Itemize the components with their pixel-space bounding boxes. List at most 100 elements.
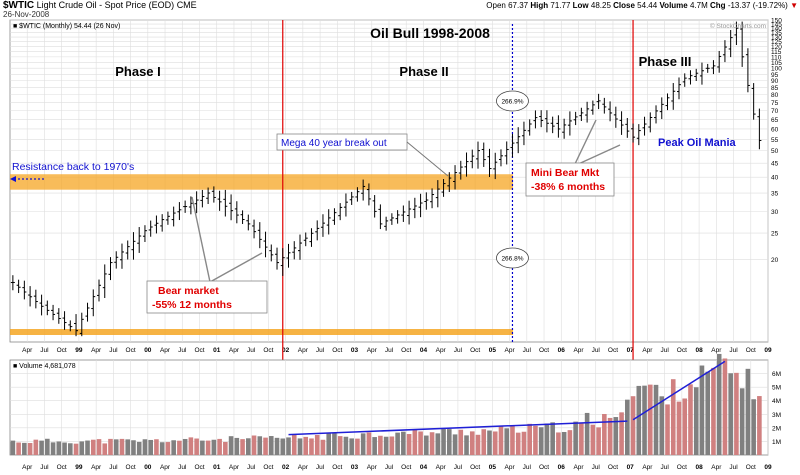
x-tick-label: Oct — [746, 347, 756, 354]
mini-bear-line1: Mini Bear Mkt — [531, 167, 600, 179]
volume-label: Volume — [659, 1, 688, 10]
x-tick-label: Apr — [642, 347, 653, 354]
x-tick-label: Jul — [316, 347, 325, 354]
volume-bar — [590, 424, 596, 455]
volume-bar — [395, 432, 400, 455]
pct-top-label: 266.9% — [501, 99, 523, 106]
volume-bar — [515, 432, 521, 455]
volume-bar — [320, 439, 326, 455]
price-tick-label: 120 — [771, 44, 782, 51]
x-tick-label: 05 — [489, 347, 497, 354]
volume-x-tick-label: 02 — [282, 464, 290, 471]
volume-x-tick-label: Apr — [573, 464, 584, 471]
volume-x-tick-label: Oct — [57, 464, 67, 471]
volume-bar — [33, 439, 39, 455]
mega-break-label: Mega 40 year break out — [281, 138, 387, 149]
volume-bar — [441, 429, 446, 455]
volume-tick-label: 4M — [772, 398, 781, 405]
volume-bar — [246, 438, 251, 455]
volume-bar — [349, 438, 354, 455]
pct-bottom-label: 266.8% — [501, 256, 523, 263]
volume-bar — [205, 440, 211, 455]
price-tick-label: 60 — [771, 126, 779, 133]
volume-bar — [722, 358, 728, 455]
volume-bar — [510, 425, 515, 455]
volume-bar — [314, 435, 320, 455]
volume-x-tick-label: Oct — [608, 464, 618, 471]
volume-bar — [73, 443, 79, 455]
x-tick-label: Apr — [505, 347, 516, 354]
x-tick-label: Jul — [454, 347, 463, 354]
mini-bear-line2: -38% 6 months — [531, 181, 605, 193]
chart-header-ticker: $WTIC Light Crude Oil - Spot Price (EOD)… — [3, 0, 197, 11]
volume-bar — [412, 429, 418, 455]
volume-x-tick-label: Jul — [660, 464, 669, 471]
volume-bar — [90, 439, 96, 455]
price-tick-label: 115 — [771, 49, 782, 56]
x-tick-label: 04 — [420, 347, 428, 354]
volume-bar — [389, 436, 395, 455]
x-tick-label: Apr — [436, 347, 447, 354]
volume-x-tick-label: Oct — [677, 464, 687, 471]
volume-bar — [676, 401, 682, 455]
high-value: 71.77 — [550, 1, 571, 10]
volume-bar — [16, 442, 21, 455]
x-tick-label: Apr — [22, 347, 33, 354]
volume-bar — [406, 434, 412, 455]
volume-bar — [613, 417, 619, 455]
x-tick-label: Oct — [194, 347, 204, 354]
price-tick-label: 110 — [771, 54, 782, 61]
volume-bar — [573, 421, 578, 455]
chg-down-icon: ▼ — [790, 1, 798, 10]
support-band — [10, 329, 514, 335]
high-label: High — [530, 1, 549, 10]
price-tick-label: 25 — [771, 231, 779, 238]
x-tick-label: 08 — [695, 347, 703, 354]
volume-x-tick-label: 01 — [213, 464, 221, 471]
close-label: Close — [613, 1, 635, 10]
price-panel: 2025303540455055606570758085909510010511… — [9, 18, 782, 455]
x-tick-label: Oct — [126, 347, 136, 354]
volume-x-tick-label: 03 — [351, 464, 359, 471]
volume-bar — [280, 438, 286, 455]
price-tick-label: 100 — [771, 66, 782, 73]
volume-bar — [228, 436, 234, 455]
volume-bar — [711, 367, 716, 455]
ticker-name: Light Crude Oil - Spot Price (EOD) — [36, 0, 175, 10]
volume-bar — [309, 438, 314, 455]
ticker-exchange: CME — [176, 0, 197, 10]
low-label: Low — [572, 1, 589, 10]
volume-bar — [452, 434, 458, 455]
volume-bar — [79, 441, 85, 455]
volume-bar — [297, 438, 303, 455]
x-tick-label: Oct — [263, 347, 273, 354]
x-tick-label: Apr — [160, 347, 171, 354]
volume-bar — [177, 440, 182, 455]
x-tick-label: 02 — [282, 347, 290, 354]
volume-bar — [148, 439, 153, 455]
volume-x-tick-label: Jul — [454, 464, 463, 471]
volume-x-tick-label: Oct — [470, 464, 480, 471]
volume-bar — [182, 438, 188, 455]
low-value: 48.25 — [590, 1, 611, 10]
volume-bar — [291, 434, 297, 455]
volume-x-tick-label: 99 — [75, 464, 83, 471]
volume-bar — [372, 437, 377, 455]
volume-bar — [630, 396, 636, 455]
x-tick-label: Jul — [729, 347, 738, 354]
volume-x-tick-label: Jul — [729, 464, 738, 471]
bear-market-box — [146, 280, 268, 314]
x-tick-label: Jul — [385, 347, 394, 354]
x-tick-label: Apr — [298, 347, 309, 354]
price-tick-label: 20 — [771, 257, 779, 264]
x-tick-label: 99 — [75, 347, 83, 354]
x-tick-label: 06 — [558, 347, 566, 354]
volume-bar — [538, 427, 544, 455]
volume-x-tick-label: Apr — [229, 464, 240, 471]
volume-x-tick-label: 08 — [695, 464, 703, 471]
x-tick-label: Oct — [470, 347, 480, 354]
volume-bar — [682, 398, 688, 455]
price-tick-label: 145 — [771, 22, 782, 29]
mini-bear-box — [525, 162, 615, 197]
